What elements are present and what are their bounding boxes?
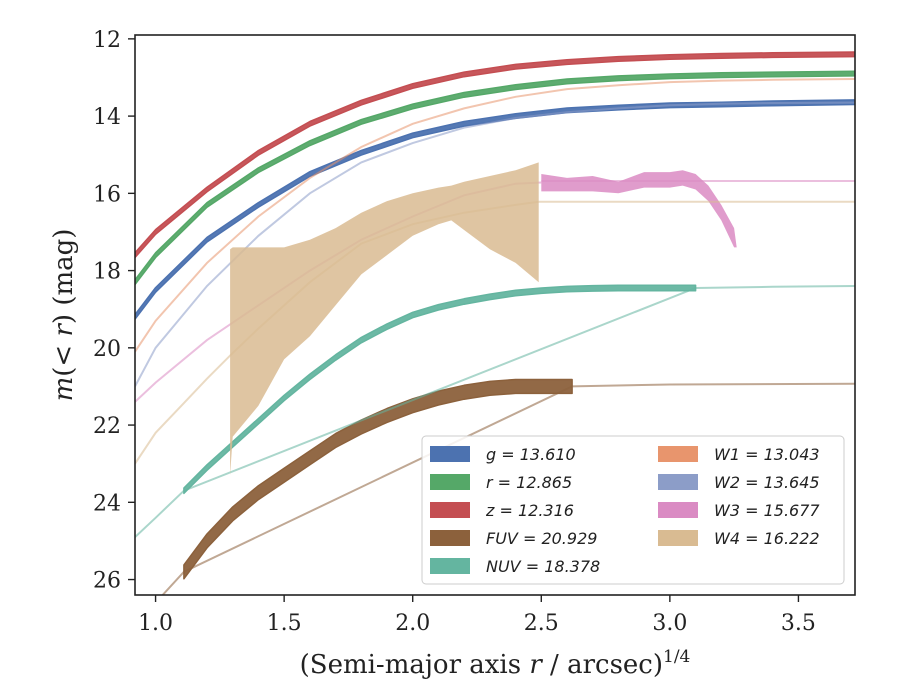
series-nuv <box>135 284 855 538</box>
series-extrapolation-line <box>135 78 855 353</box>
series-uncertainty-band <box>541 170 737 248</box>
series-measured-band <box>183 378 573 580</box>
x-tick-label: 3.5 <box>781 611 816 636</box>
legend-label: W3 = 15.677 <box>714 501 820 520</box>
series-z <box>135 51 855 259</box>
x-tick-label: 2.5 <box>524 611 559 636</box>
legend-swatch <box>430 530 470 546</box>
series-w4 <box>135 162 855 476</box>
legend-label: FUV = 20.929 <box>486 529 597 548</box>
x-tick-label: 1.5 <box>267 611 302 636</box>
legend-label: NUV = 18.378 <box>486 557 600 576</box>
series-w2 <box>135 101 855 387</box>
legend-label: W4 = 16.222 <box>714 529 820 548</box>
y-tick-label: 14 <box>93 105 121 130</box>
legend-swatch <box>658 530 698 546</box>
x-tick-label: 1.0 <box>138 611 173 636</box>
y-tick-label: 18 <box>93 260 121 285</box>
legend-swatch <box>658 502 698 518</box>
legend-label: W2 = 13.645 <box>714 473 820 492</box>
series-extrapolation-line <box>135 285 855 538</box>
x-tick-label: 2.0 <box>395 611 430 636</box>
legend-swatch <box>430 502 470 518</box>
legend-swatch <box>430 474 470 490</box>
series-measured-band <box>135 70 855 286</box>
y-tick-label: 24 <box>93 491 121 516</box>
legend-label: z = 12.316 <box>485 501 574 520</box>
series-w1 <box>135 78 855 353</box>
y-axis-label: m(< r) (mag) <box>49 229 79 402</box>
y-tick-label: 12 <box>93 28 121 53</box>
series-uncertainty-band <box>230 162 539 476</box>
legend-label: r = 12.865 <box>486 473 572 492</box>
series-r <box>135 70 855 286</box>
legend-label: W1 = 13.043 <box>714 445 820 464</box>
legend-swatch <box>658 446 698 462</box>
series-measured-band <box>135 99 855 320</box>
legend: g = 13.610 r = 12.865 z = 12.316 FUV = 20.9… <box>421 435 845 585</box>
y-tick-label: 22 <box>93 414 121 439</box>
series-g <box>135 99 855 320</box>
y-tick-label: 20 <box>93 337 121 362</box>
legend-swatch <box>658 474 698 490</box>
plot-frame <box>134 34 856 596</box>
legend-frame <box>421 435 845 585</box>
legend-swatch <box>430 446 470 462</box>
legend-swatch <box>430 558 470 574</box>
series-extrapolation-line <box>135 101 855 387</box>
series-measured-band <box>135 51 855 259</box>
x-axis-label: (Semi-major axis r / arcsec)1/4 <box>300 647 691 680</box>
series-measured-band <box>183 284 697 495</box>
series-extrapolation-line <box>161 382 855 595</box>
y-tick-label: 26 <box>93 569 121 594</box>
y-tick-label: 16 <box>93 182 121 207</box>
legend-label: g = 13.610 <box>486 445 576 464</box>
x-tick-label: 3.0 <box>652 611 687 636</box>
series-fuv <box>161 378 855 595</box>
